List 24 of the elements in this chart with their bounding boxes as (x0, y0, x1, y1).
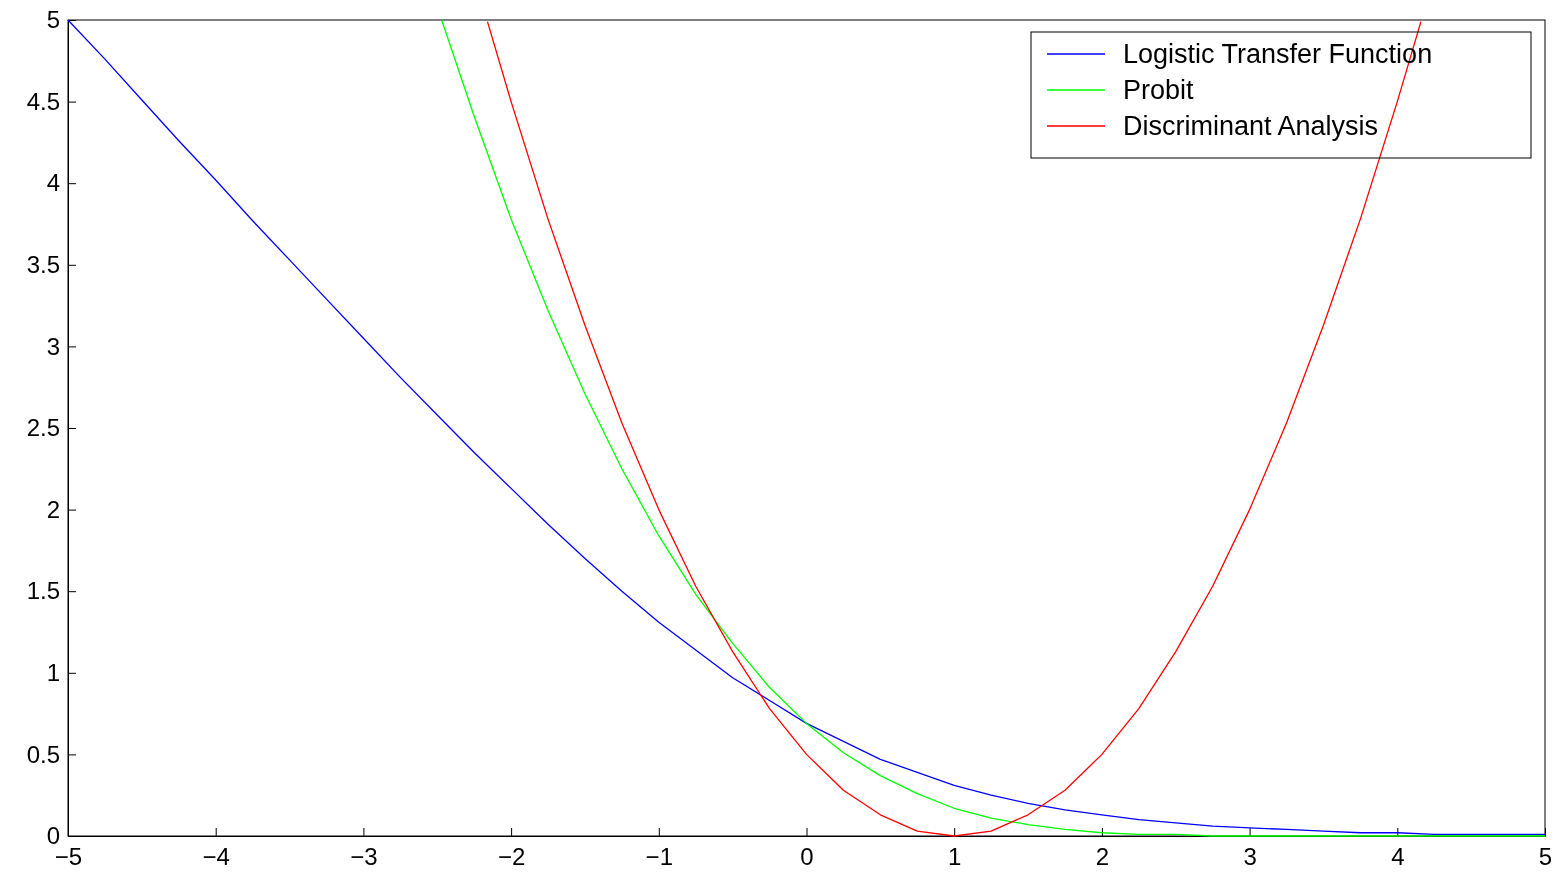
x-tick-label: 3 (1243, 843, 1257, 871)
y-tick-label: 3 (46, 332, 60, 360)
line-series (67, 19, 1546, 836)
x-tick-label: −4 (202, 843, 230, 871)
y-tick-label: 2.5 (26, 414, 60, 442)
x-tick-label: 4 (1391, 843, 1405, 871)
y-tick-label: 4.5 (26, 87, 60, 115)
y-tick-label: 4 (46, 169, 60, 197)
x-tick-label: 2 (1095, 843, 1110, 871)
legend-label: Probit (1123, 75, 1195, 105)
x-tick-label: −1 (645, 843, 673, 871)
y-tick-label: 2 (46, 495, 60, 523)
y-tick-label: 3.5 (26, 250, 60, 278)
legend-label: Discriminant Analysis (1123, 111, 1379, 141)
y-tick-label: 5 (46, 6, 60, 34)
y-tick-label: 1.5 (26, 577, 60, 605)
x-tick-label: −3 (350, 843, 378, 871)
y-tick-label: 0.5 (26, 740, 60, 768)
y-tick-label: 1 (46, 658, 60, 686)
x-tick-label: 1 (948, 843, 962, 871)
line-series (441, 19, 1546, 837)
x-tick-label: 0 (800, 843, 814, 871)
x-tick-label: 5 (1538, 843, 1553, 871)
x-tick-label: −2 (497, 843, 526, 871)
